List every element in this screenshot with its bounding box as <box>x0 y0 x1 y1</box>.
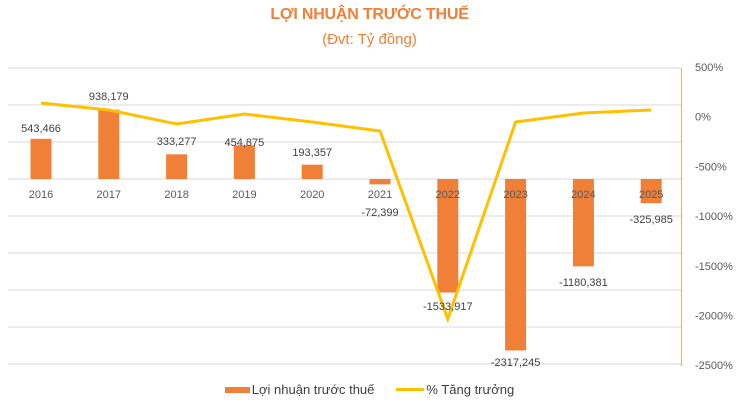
bar-swatch-icon <box>224 386 250 393</box>
chart-title: LỢI NHUẬN TRƯỚC THUẾ <box>270 6 469 23</box>
x-axis-tick: 2020 <box>300 189 324 201</box>
legend-label-profit: Lợi nhuận trước thuế <box>251 382 375 397</box>
line-swatch-icon <box>396 388 425 391</box>
data-label: -1533,917 <box>423 301 473 313</box>
x-axis-tick: 2016 <box>29 189 53 201</box>
legend-item-growth: % Tăng trưởng <box>396 382 514 397</box>
chart-subtitle: (Đvt: Tỷ đồng) <box>322 31 417 48</box>
legend-item-profit: Lợi nhuận trước thuế <box>224 382 375 397</box>
x-axis-tick: 2018 <box>164 189 188 201</box>
bar-2025 <box>640 179 662 204</box>
right-axis-tick: -2500% <box>695 360 733 372</box>
legend: Lợi nhuận trước thuế % Tăng trưởng <box>0 382 739 397</box>
bar-2019 <box>233 145 255 179</box>
bar-2017 <box>98 109 120 179</box>
data-label: 193,357 <box>292 147 332 159</box>
data-label: -325,985 <box>629 214 672 226</box>
right-axis-tick: -1000% <box>695 211 733 223</box>
right-axis-tick: 500% <box>695 62 723 74</box>
data-label: 938,179 <box>89 91 129 103</box>
x-axis-tick: 2025 <box>639 189 663 201</box>
right-axis-tick: -2000% <box>695 311 733 323</box>
x-axis-tick: 2017 <box>97 189 121 201</box>
x-axis-tick: 2021 <box>368 189 392 201</box>
x-axis-tick: 2019 <box>232 189 256 201</box>
data-label: 543,466 <box>21 123 61 135</box>
right-axis-tick: 0% <box>695 112 711 124</box>
right-axis-tick: -1500% <box>695 261 733 273</box>
bar-2018 <box>166 154 188 179</box>
growth-line <box>40 101 652 324</box>
legend-label-growth: % Tăng trưởng <box>426 382 515 397</box>
data-label: -72,399 <box>361 207 398 219</box>
x-axis-tick: 2024 <box>571 189 595 201</box>
bar-2022 <box>437 179 459 293</box>
right-axis-tick: -500% <box>695 161 727 173</box>
bar-2016 <box>30 138 52 179</box>
data-label: -2317,245 <box>491 357 541 369</box>
data-label: 454,875 <box>225 137 265 149</box>
bar-2023 <box>505 179 527 351</box>
data-label: 333,277 <box>157 136 197 148</box>
data-label: -1180,381 <box>559 277 608 289</box>
bar-2024 <box>572 179 594 267</box>
bar-2020 <box>301 164 323 179</box>
bar-2021 <box>369 179 391 185</box>
x-axis-tick: 2022 <box>436 189 460 201</box>
x-axis-tick: 2023 <box>503 189 527 201</box>
